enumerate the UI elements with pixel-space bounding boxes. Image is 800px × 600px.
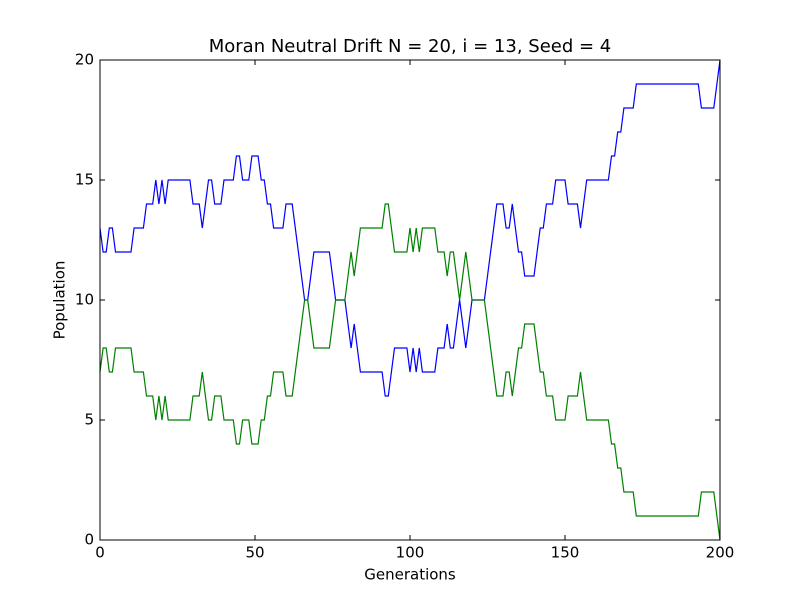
x-axis-label: Generations bbox=[364, 566, 456, 584]
plot-frame bbox=[99, 59, 721, 541]
x-tick-label: 150 bbox=[551, 544, 580, 562]
y-tick-label: 20 bbox=[75, 51, 94, 69]
y-tick-label: 15 bbox=[75, 171, 94, 189]
x-tick-label: 50 bbox=[245, 544, 264, 562]
x-tick-label: 100 bbox=[396, 544, 425, 562]
y-axis-label: Population bbox=[51, 261, 69, 340]
chart-title: Moran Neutral Drift N = 20, i = 13, Seed… bbox=[209, 36, 612, 57]
y-tick-label: 10 bbox=[75, 291, 94, 309]
y-tick-label: 0 bbox=[84, 531, 94, 549]
y-tick-label: 5 bbox=[84, 411, 94, 429]
series-line bbox=[99, 59, 721, 397]
x-tick-label: 0 bbox=[95, 544, 105, 562]
series-line bbox=[99, 203, 721, 541]
x-tick-label: 200 bbox=[706, 544, 735, 562]
